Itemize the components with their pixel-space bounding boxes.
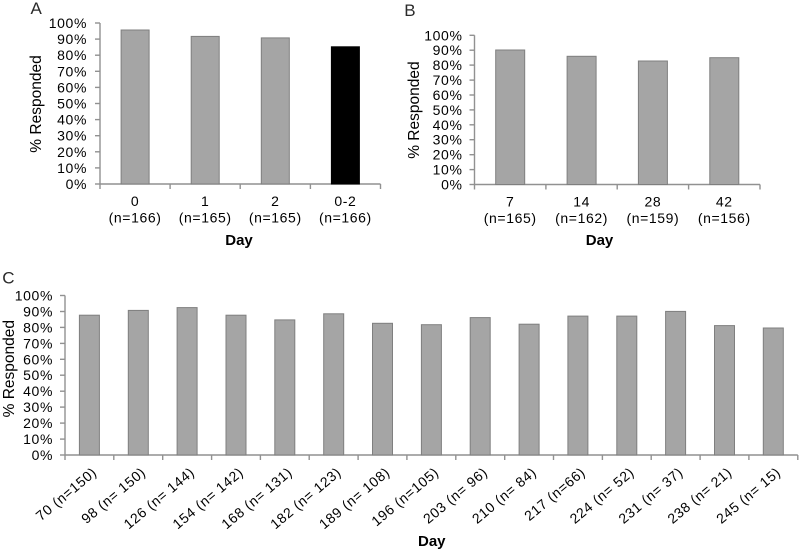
- svg-text:50%: 50%: [433, 102, 463, 118]
- svg-text:20%: 20%: [433, 147, 463, 163]
- svg-text:C: C: [2, 268, 14, 287]
- svg-text:30%: 30%: [23, 399, 53, 415]
- svg-text:(n=159): (n=159): [626, 210, 679, 226]
- svg-text:0%: 0%: [66, 176, 87, 192]
- svg-text:10%: 10%: [23, 431, 53, 447]
- svg-text:70%: 70%: [57, 63, 87, 79]
- svg-text:10%: 10%: [433, 162, 463, 178]
- svg-text:50%: 50%: [23, 367, 53, 383]
- svg-text:60%: 60%: [57, 79, 87, 95]
- svg-text:1: 1: [201, 193, 209, 209]
- svg-text:28: 28: [645, 194, 662, 210]
- svg-text:(n=165): (n=165): [484, 210, 537, 226]
- svg-text:80%: 80%: [57, 47, 87, 63]
- svg-text:40%: 40%: [57, 112, 87, 128]
- svg-text:80%: 80%: [433, 57, 463, 73]
- svg-text:(n=165): (n=165): [249, 210, 302, 226]
- svg-text:A: A: [31, 0, 43, 18]
- svg-text:70%: 70%: [23, 335, 53, 351]
- svg-text:% Responded: % Responded: [1, 320, 18, 417]
- svg-text:(n=165): (n=165): [179, 210, 232, 226]
- svg-text:20%: 20%: [23, 415, 53, 431]
- svg-text:60%: 60%: [23, 351, 53, 367]
- svg-text:Day: Day: [225, 232, 253, 249]
- svg-text:% Responded: % Responded: [28, 55, 45, 152]
- svg-text:30%: 30%: [433, 132, 463, 148]
- svg-text:40%: 40%: [23, 383, 53, 399]
- svg-text:80%: 80%: [23, 319, 53, 335]
- svg-text:14: 14: [573, 194, 590, 210]
- svg-text:0%: 0%: [441, 177, 462, 193]
- svg-text:0: 0: [131, 193, 139, 209]
- svg-text:20%: 20%: [57, 144, 87, 160]
- svg-text:10%: 10%: [57, 160, 87, 176]
- svg-text:0-2: 0-2: [334, 193, 356, 209]
- svg-text:70%: 70%: [433, 72, 463, 88]
- svg-text:42: 42: [716, 194, 733, 210]
- svg-text:60%: 60%: [433, 87, 463, 103]
- svg-text:100%: 100%: [49, 15, 87, 31]
- svg-text:50%: 50%: [57, 96, 87, 112]
- svg-text:100%: 100%: [15, 288, 53, 304]
- svg-text:7: 7: [506, 194, 514, 210]
- svg-text:90%: 90%: [433, 42, 463, 58]
- svg-text:(n=166): (n=166): [319, 210, 372, 226]
- svg-text:(n=162): (n=162): [555, 210, 608, 226]
- svg-text:Day: Day: [586, 232, 614, 249]
- svg-text:2: 2: [271, 193, 279, 209]
- svg-text:B: B: [404, 1, 415, 20]
- svg-text:0%: 0%: [32, 447, 53, 463]
- svg-text:90%: 90%: [57, 31, 87, 47]
- svg-text:100%: 100%: [424, 27, 462, 43]
- svg-text:Day: Day: [418, 533, 446, 550]
- svg-text:% Responded: % Responded: [406, 61, 423, 158]
- svg-text:30%: 30%: [57, 128, 87, 144]
- svg-text:90%: 90%: [23, 304, 53, 320]
- svg-text:(n=156): (n=156): [698, 210, 751, 226]
- svg-text:(n=166): (n=166): [109, 210, 162, 226]
- svg-text:40%: 40%: [433, 117, 463, 133]
